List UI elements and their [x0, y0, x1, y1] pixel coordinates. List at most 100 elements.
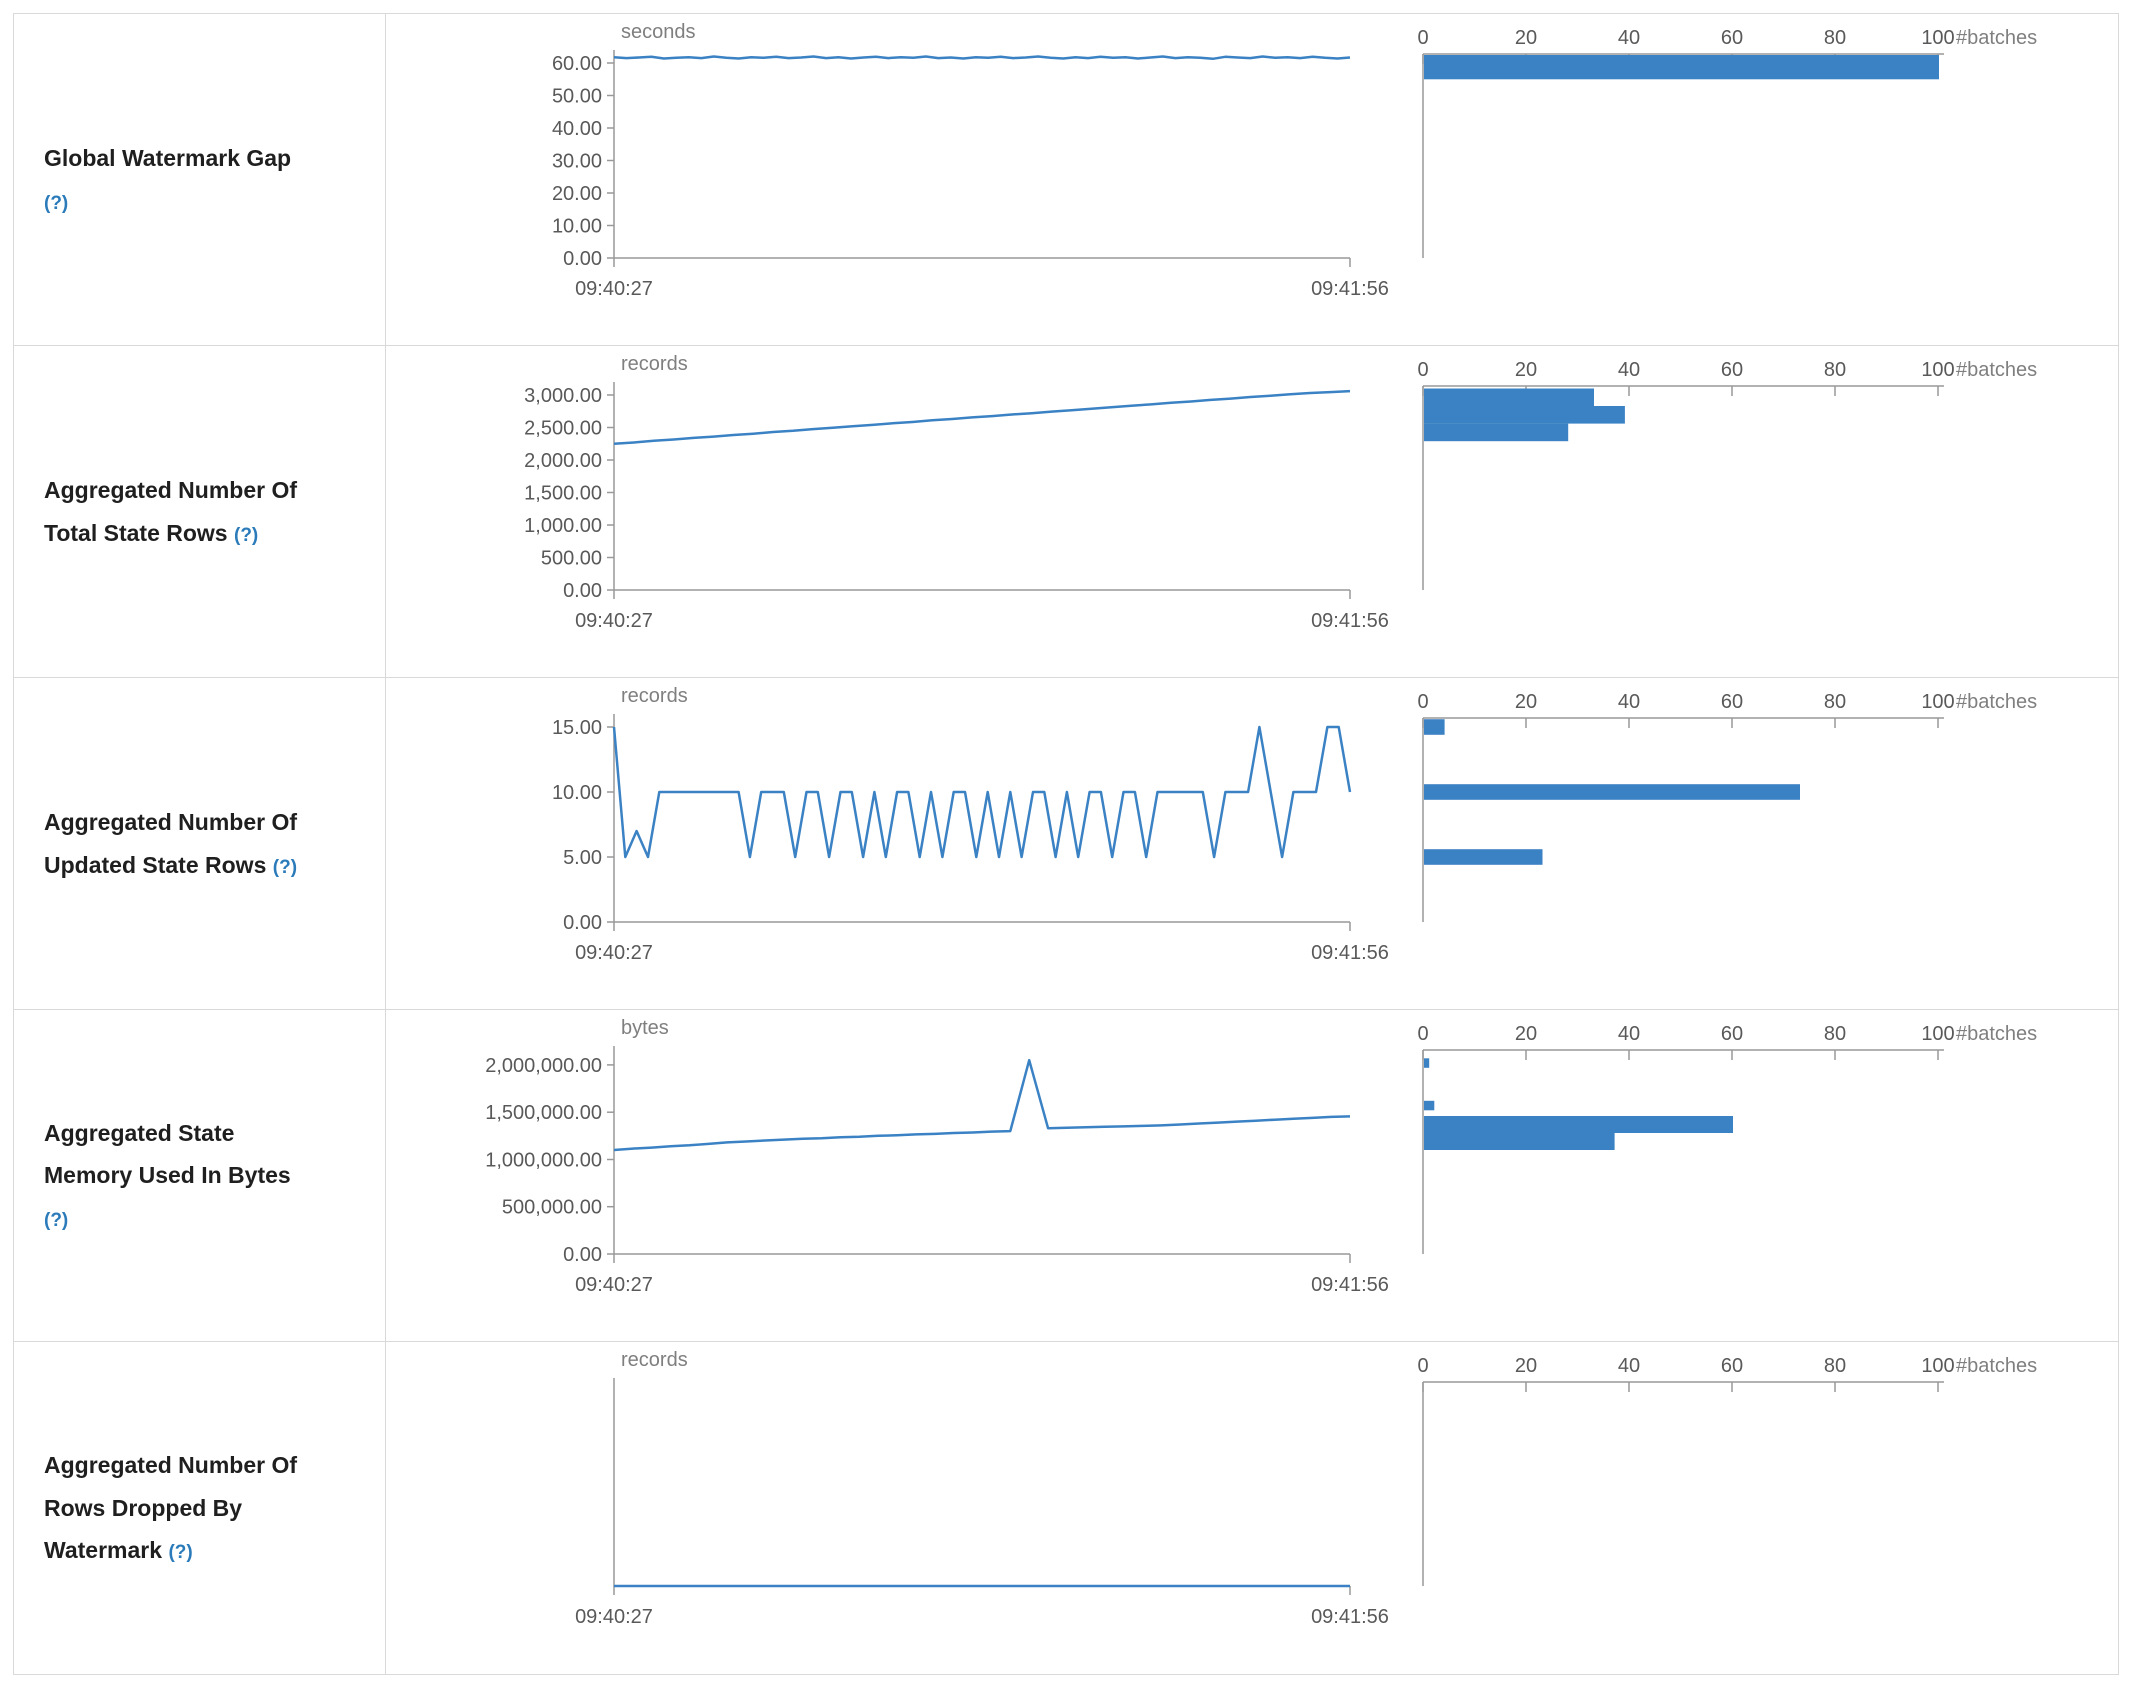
batches-label: #batches [1956, 1023, 2037, 1045]
y-tick-label: 10.00 [552, 216, 602, 238]
histogram-bar [1424, 406, 1625, 424]
help-link[interactable]: (?) [234, 524, 259, 546]
x-tick-label: 09:41:56 [1311, 942, 1389, 964]
metric-row-updated-state-rows: Aggregated Number Of Updated State Rows … [14, 678, 2118, 1010]
hist-x-tick-label: 0 [1417, 1023, 1428, 1045]
y-tick-label: 0.00 [563, 580, 602, 602]
hist-x-tick-label: 80 [1824, 27, 1846, 49]
histogram-bar [1424, 1100, 1435, 1111]
histogram-chart-cell: 0 20 40 60 80 100 #batches [1402, 346, 2118, 677]
y-tick-label: 1,500,000.00 [485, 1102, 602, 1124]
y-tick-label: 10.00 [552, 782, 602, 804]
unit-label: seconds [621, 21, 696, 43]
histogram-chart: 0 20 40 60 80 100 #batches [1417, 1355, 2037, 1586]
hist-x-tick-label: 100 [1921, 359, 1954, 381]
hist-x-tick-label: 60 [1721, 1355, 1743, 1377]
metric-name: Global Watermark Gap [44, 144, 292, 171]
timeline-chart-cell: records 09:40:27 09:41:56 [386, 1342, 1402, 1674]
unit-label: records [621, 1349, 688, 1371]
hist-x-tick-label: 100 [1921, 1355, 1954, 1377]
histogram-bar [1424, 1133, 1615, 1150]
y-tick-label: 1,500.00 [524, 483, 602, 505]
y-tick-label: 2,000,000.00 [485, 1055, 602, 1077]
y-tick-label: 1,000,000.00 [485, 1150, 602, 1172]
timeline-chart: records 0.00 5.00 10.00 15.00 09:40:27 09:41:5… [552, 685, 1389, 964]
metric-name: Aggregated Number Of Rows Dropped By Wat… [44, 1452, 298, 1564]
timeline-chart-cell: records 0.00 500.00 1,000.00 1,500.00 2,000.0… [386, 346, 1402, 677]
metric-name: Aggregated Number Of Total State Rows [44, 476, 298, 546]
hist-x-tick-label: 0 [1417, 1355, 1428, 1377]
y-tick-label: 2,000.00 [524, 450, 602, 472]
hist-x-tick-label: 20 [1515, 691, 1537, 713]
timeline-line [613, 55, 1351, 61]
metric-name: Aggregated Number Of Updated State Rows [44, 808, 298, 878]
hist-x-tick-label: 0 [1417, 691, 1428, 713]
metric-label-cell: Aggregated Number Of Total State Rows (?… [14, 346, 386, 677]
help-link[interactable]: (?) [44, 192, 69, 214]
y-tick-label: 20.00 [552, 183, 602, 205]
histogram-bar [1424, 388, 1594, 406]
timeline-chart: seconds 0.00 10.00 20.00 30.00 40.00 50.00 60.0… [552, 21, 1389, 300]
timeline-chart: bytes 0.00 500,000.00 1,000,000.00 1,500,000… [485, 1017, 1389, 1296]
hist-x-tick-label: 60 [1721, 27, 1743, 49]
histogram-chart: 0 20 40 60 80 100 #batches [1417, 1023, 2037, 1254]
histogram-bar [1424, 1058, 1430, 1068]
hist-x-tick-label: 60 [1721, 359, 1743, 381]
hist-x-tick-label: 100 [1921, 1023, 1954, 1045]
hist-x-tick-label: 20 [1515, 1355, 1537, 1377]
histogram-bar [1424, 55, 1939, 80]
hist-x-tick-label: 80 [1824, 1023, 1846, 1045]
help-link[interactable]: (?) [44, 1209, 69, 1231]
timeline-chart-cell: bytes 0.00 500,000.00 1,000,000.00 1,500,000… [386, 1010, 1402, 1341]
metric-row-total-state-rows: Aggregated Number Of Total State Rows (?… [14, 346, 2118, 678]
timeline-chart: records 09:40:27 09:41:56 [575, 1349, 1389, 1628]
x-tick-label: 09:40:27 [575, 610, 653, 632]
metric-label-cell: Aggregated Number Of Updated State Rows … [14, 678, 386, 1009]
hist-x-tick-label: 80 [1824, 691, 1846, 713]
histogram-bar [1424, 719, 1445, 735]
unit-label: bytes [621, 1017, 669, 1039]
metric-row-watermark-gap: Global Watermark Gap (?) seconds 0.00 10.0… [14, 14, 2118, 346]
x-tick-label: 09:41:56 [1311, 278, 1389, 300]
timeline-line [613, 1058, 1351, 1152]
histogram-chart-cell: 0 20 40 60 80 100 #batches [1402, 1010, 2118, 1341]
histogram-chart: 0 20 40 60 80 100 #batches [1417, 359, 2037, 590]
hist-x-tick-label: 40 [1618, 1023, 1640, 1045]
hist-x-tick-label: 40 [1618, 27, 1640, 49]
streaming-statistics-table: Global Watermark Gap (?) seconds 0.00 10.0… [13, 13, 2119, 1675]
timeline-chart-cell: seconds 0.00 10.00 20.00 30.00 40.00 50.00 60.0… [386, 14, 1402, 345]
hist-x-tick-label: 40 [1618, 1355, 1640, 1377]
hist-x-tick-label: 40 [1618, 691, 1640, 713]
hist-x-tick-label: 20 [1515, 1023, 1537, 1045]
metric-label-cell: Aggregated Number Of Rows Dropped By Wat… [14, 1342, 386, 1674]
help-link[interactable]: (?) [272, 856, 298, 878]
timeline-line [613, 389, 1351, 446]
hist-x-tick-label: 100 [1921, 27, 1954, 49]
x-tick-label: 09:41:56 [1311, 1606, 1389, 1628]
help-link[interactable]: (?) [168, 1542, 193, 1564]
timeline-chart-cell: records 0.00 5.00 10.00 15.00 09:40:27 09:41:5… [386, 678, 1402, 1009]
hist-x-tick-label: 20 [1515, 359, 1537, 381]
x-tick-label: 09:40:27 [575, 278, 653, 300]
unit-label: records [621, 685, 688, 707]
metric-row-rows-dropped: Aggregated Number Of Rows Dropped By Wat… [14, 1342, 2118, 1674]
batches-label: #batches [1956, 27, 2037, 49]
y-tick-label: 30.00 [552, 151, 602, 173]
histogram-chart: 0 20 40 60 80 100 #batches [1417, 27, 2037, 258]
y-tick-label: 0.00 [563, 1244, 602, 1266]
histogram-bar [1424, 1116, 1733, 1133]
y-tick-label: 500,000.00 [502, 1197, 602, 1219]
y-tick-label: 50.00 [552, 86, 602, 108]
histogram-bar [1424, 849, 1543, 865]
timeline-line [612, 725, 1352, 859]
histogram-chart-cell: 0 20 40 60 80 100 #batches [1402, 1342, 2118, 1674]
x-tick-label: 09:40:27 [575, 1606, 653, 1628]
histogram-chart-cell: 0 20 40 60 80 100 #batches [1402, 678, 2118, 1009]
timeline-chart: records 0.00 500.00 1,000.00 1,500.00 2,000.0… [524, 353, 1389, 632]
y-tick-label: 2,500.00 [524, 418, 602, 440]
y-tick-label: 1,000.00 [524, 515, 602, 537]
y-tick-label: 15.00 [552, 717, 602, 739]
x-tick-label: 09:41:56 [1311, 1274, 1389, 1296]
histogram-chart: 0 20 40 60 80 100 #batches [1417, 691, 2037, 922]
hist-x-tick-label: 80 [1824, 1355, 1846, 1377]
